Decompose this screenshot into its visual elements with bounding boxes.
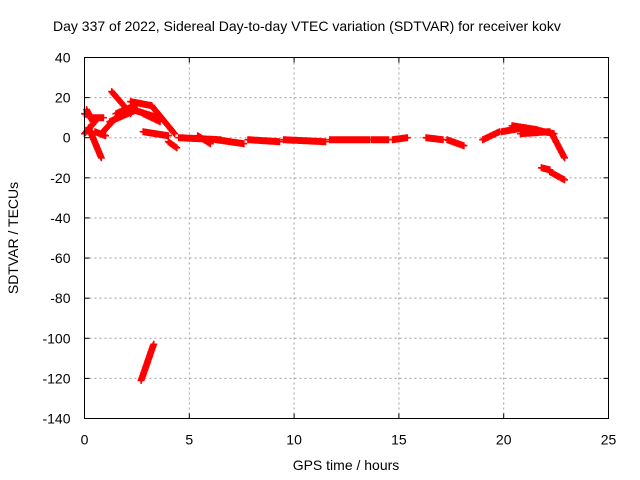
data-point-run bbox=[137, 340, 158, 384]
data-point-run bbox=[194, 132, 214, 148]
data-point-run bbox=[422, 134, 447, 144]
data-point-run bbox=[213, 136, 248, 148]
data-point-run bbox=[479, 128, 503, 144]
x-tick-label: 0 bbox=[81, 432, 89, 448]
axis-ticks: 0 5 10 15 20 25 -140 -120 -100 -80 -60 -40 -20 0 20 40 bbox=[42, 50, 616, 448]
x-tick-label: 5 bbox=[185, 432, 193, 448]
data-points bbox=[81, 88, 568, 384]
y-tick-label: -60 bbox=[50, 250, 70, 266]
chart-title: Day 337 of 2022, Sidereal Day-to-day VTE… bbox=[53, 18, 561, 34]
data-point-run bbox=[389, 134, 411, 144]
data-point-run bbox=[139, 128, 172, 140]
y-axis-title: SDTVAR / TECUs bbox=[5, 182, 21, 294]
data-point-run bbox=[148, 102, 179, 138]
data-point-run bbox=[548, 130, 568, 162]
y-tick-label: 20 bbox=[55, 90, 71, 106]
y-tick-label: -40 bbox=[50, 210, 70, 226]
y-tick-label: -140 bbox=[42, 411, 70, 427]
grid-lines bbox=[84, 57, 609, 419]
data-point-run bbox=[280, 136, 329, 146]
data-point-run bbox=[443, 136, 468, 150]
data-point-run bbox=[326, 136, 374, 144]
x-tick-label: 20 bbox=[496, 432, 512, 448]
x-tick-label: 15 bbox=[391, 432, 407, 448]
data-point-run bbox=[368, 136, 392, 144]
data-point-run bbox=[87, 114, 107, 122]
x-axis-title: GPS time / hours bbox=[293, 457, 400, 473]
data-point-run bbox=[85, 124, 105, 162]
y-tick-label: -80 bbox=[50, 290, 70, 306]
x-tick-label: 10 bbox=[286, 432, 302, 448]
data-point-run bbox=[244, 136, 283, 146]
y-tick-label: -20 bbox=[50, 170, 70, 186]
plot-frame bbox=[84, 57, 609, 419]
data-point-run bbox=[546, 168, 568, 184]
y-tick-label: -100 bbox=[42, 330, 70, 346]
y-tick-label: 0 bbox=[63, 130, 71, 146]
data-point-run bbox=[139, 110, 164, 126]
data-point-run bbox=[164, 138, 181, 152]
y-tick-label: 40 bbox=[55, 50, 71, 66]
x-tick-label: 25 bbox=[601, 432, 617, 448]
y-tick-label: -120 bbox=[42, 370, 70, 386]
